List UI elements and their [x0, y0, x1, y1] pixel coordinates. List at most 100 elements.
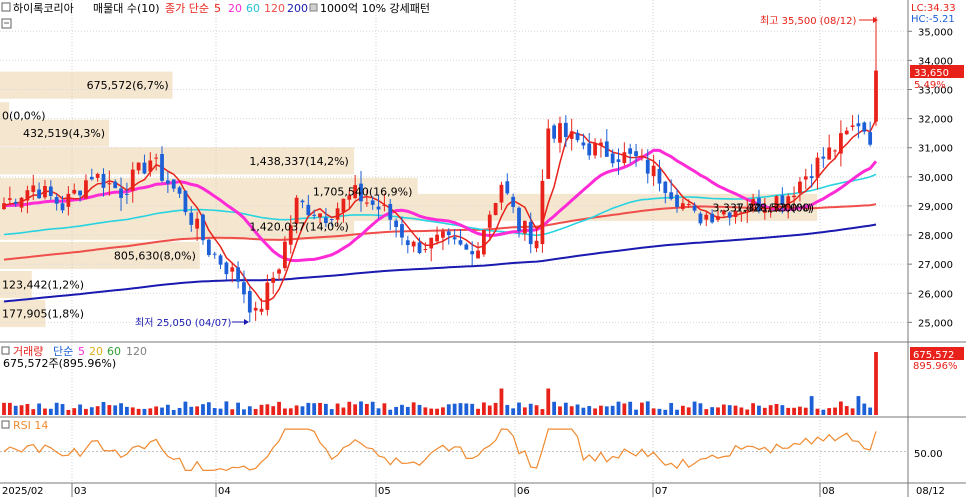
candle-down [13, 201, 18, 204]
volume-bar [370, 401, 375, 415]
y-tick-label: 26,000 [918, 289, 953, 300]
volume-bar [645, 401, 650, 415]
volume-bar [441, 407, 445, 415]
volume-bar [160, 407, 164, 415]
x-tick-label: 08/12 [916, 486, 945, 497]
pattern-checkbox-icon[interactable] [309, 3, 318, 12]
candle-up [786, 196, 791, 209]
candle-down [224, 262, 229, 275]
candle-up [72, 189, 77, 194]
candle-down [189, 212, 194, 225]
hc-readout: HC:-5.21 [911, 14, 955, 25]
volume-bar [762, 407, 767, 415]
volume-bar [792, 407, 796, 415]
candle-up [335, 208, 340, 220]
candle-down [470, 251, 475, 255]
rsi-panel-toggle-icon[interactable] [1, 420, 10, 429]
volume-bar [774, 403, 779, 415]
candle-up [283, 241, 287, 269]
volume-bar [727, 405, 732, 415]
candle-up [798, 181, 802, 193]
volume-bar [411, 402, 416, 415]
candle-up [130, 169, 135, 191]
candle-down [575, 132, 580, 141]
candle-up [540, 180, 545, 245]
candle-up [833, 150, 837, 152]
candle-down [692, 205, 697, 211]
candle-up [768, 211, 773, 213]
volume-bar [359, 401, 363, 415]
candle-up [25, 190, 30, 201]
profile-overlay-label: 1,428,520(00) [736, 201, 815, 214]
volume-bar [84, 408, 88, 415]
profile-label: 123,442(1,2%) [2, 279, 84, 292]
volume-bar [803, 407, 808, 415]
axis-bg [908, 0, 966, 497]
volume-bar [634, 409, 638, 415]
stock-label[interactable]: 하이록코리아 [13, 1, 74, 15]
candle-down [54, 197, 59, 204]
volume-bar [874, 352, 878, 415]
candle-up [435, 234, 439, 242]
candle-up [294, 197, 299, 224]
candle-down [48, 186, 53, 196]
volume-bar [862, 403, 867, 415]
volume-bar [751, 403, 755, 415]
volume-bar [154, 406, 159, 415]
candle-down [464, 244, 469, 250]
candle-up [2, 203, 6, 210]
candle-up [680, 203, 685, 209]
volume-bar [616, 401, 621, 415]
volume-bar [329, 409, 334, 415]
y-tick-label: 35,000 [918, 27, 953, 38]
volume-ma5-label: 5 [78, 345, 85, 358]
candle-down [60, 203, 65, 211]
panel-toggle-icon[interactable] [1, 2, 11, 12]
volume-bar [148, 408, 153, 415]
candle-down [628, 148, 633, 154]
volume-bar [827, 408, 832, 415]
volume-bar [283, 408, 287, 415]
candle-up [792, 195, 796, 198]
x-tick-label: 08 [822, 486, 835, 497]
candle-down [89, 176, 94, 180]
candle-up [593, 143, 597, 156]
profile-label: 177,905(1,8%) [2, 308, 84, 321]
volume-bar [347, 401, 352, 415]
volume-bar [242, 409, 246, 415]
candle-down [511, 196, 516, 207]
volume-bar [417, 404, 422, 415]
candle-up [558, 123, 562, 143]
period-selector[interactable]: 매물대 수(10) [93, 2, 160, 15]
candle-up [84, 180, 88, 199]
candle-down [400, 224, 404, 238]
low-note: 최저 25,050 (04/07) [135, 317, 231, 329]
candle-down [142, 162, 147, 174]
volume-bar [259, 404, 264, 415]
candle-down [505, 181, 510, 194]
candle-up [7, 198, 12, 200]
volume-bar [318, 402, 322, 415]
candle-up [271, 277, 276, 283]
candle-down [663, 181, 668, 194]
candle-up [31, 185, 36, 192]
volume-bar [669, 402, 674, 415]
y-tick-label: 32,000 [918, 115, 953, 126]
volume-bar [522, 407, 527, 415]
volume-bar [809, 396, 814, 415]
volume-bar [13, 405, 18, 415]
volume-bar [815, 408, 820, 415]
volume-panel-toggle-icon[interactable] [1, 346, 10, 355]
candle-down [528, 221, 533, 245]
candle-down [616, 159, 621, 163]
high-arrow-head [873, 17, 878, 23]
volume-bar [663, 409, 668, 415]
volume-bar [189, 406, 194, 415]
candle-down [323, 217, 328, 224]
x-tick-label: 05 [378, 486, 391, 497]
volume-ma120-label: 120 [126, 345, 147, 358]
candle-down [446, 231, 451, 236]
last-volume-ratio: 895.96% [913, 361, 958, 372]
